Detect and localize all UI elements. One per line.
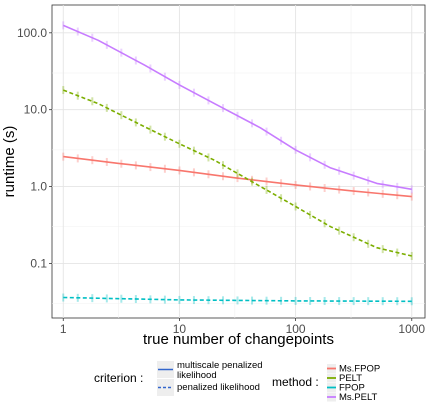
line-Ms.FPOP xyxy=(63,155,412,198)
legend-criterion-label-1: penalized likelihood xyxy=(177,382,260,393)
x-axis: 1 10 100 1000 xyxy=(60,318,425,336)
y-tick-label-2: 10.0 xyxy=(24,103,48,117)
legend-criterion-title: criterion : xyxy=(94,371,143,385)
series-ms-pelt xyxy=(62,21,413,194)
legend-criterion-label-0-line-1: likelihood xyxy=(177,370,217,381)
x-tick-label-2: 100 xyxy=(286,322,306,336)
grid-lines xyxy=(52,5,425,318)
legend-method-label-0: Ms.FPOP xyxy=(339,364,380,375)
legend-method-label-2: FPOP xyxy=(339,383,365,394)
series-layer xyxy=(62,21,413,306)
x-tick-label-1: 10 xyxy=(173,322,187,336)
x-tick-label-0: 1 xyxy=(60,322,67,336)
legend-criterion-label-0-line-0: multiscale penalized xyxy=(177,360,263,371)
legend-method-label-3: Ms.PELT xyxy=(339,392,378,403)
legend-method-title: method : xyxy=(272,375,319,389)
series-pelt xyxy=(62,86,413,260)
y-tick-label-3: 100.0 xyxy=(17,26,47,40)
series-ms-fpop xyxy=(62,152,413,201)
series-fpop xyxy=(62,293,413,306)
x-axis-title: true number of changepoints xyxy=(143,331,334,348)
y-axis-title: runtime (s) xyxy=(1,126,18,198)
x-tick-label-3: 1000 xyxy=(398,322,425,336)
line-PELT xyxy=(63,89,412,257)
legend-criterion: criterion : multiscale penalized likelih… xyxy=(94,360,263,396)
plot-panel xyxy=(51,4,426,319)
y-tick-label-1: 1.0 xyxy=(30,180,47,194)
line-Ms.PELT xyxy=(62,24,412,191)
legend-method-label-1: PELT xyxy=(339,373,362,384)
y-tick-label-0: 0.1 xyxy=(30,256,47,270)
y-axis: 0.1 1.0 10.0 100.0 xyxy=(17,26,52,270)
